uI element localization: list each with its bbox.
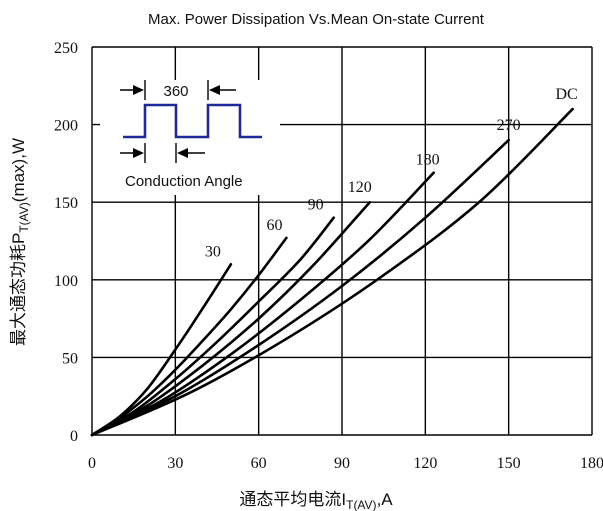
series-label-30: 30 [205,243,221,260]
series-curve-180 [90,171,435,437]
period-left-arrowhead [133,85,144,95]
y-axis-label-unit: (max),W [9,138,28,202]
series-label-120: 120 [348,179,372,196]
y-axis-label-main: 最大通态功耗P [9,233,28,346]
x-axis-label-sub: T(AV) [346,498,376,511]
period-right-arrowhead [209,85,220,95]
y-tick-label: 50 [62,350,78,367]
chart-title: Max. Power Dissipation Vs.Mean On-state … [148,11,485,28]
conduction-right-arrowhead [177,148,188,158]
series-label-90: 90 [308,197,324,214]
y-tick-label: 100 [54,273,78,290]
series-label-dc: DC [555,86,577,103]
square-wave [123,103,262,139]
series-curve-dc [90,107,574,437]
y-tick-label: 150 [54,195,78,212]
series-curves [90,107,574,437]
x-tick-label: 0 [88,455,96,472]
series-label-270: 270 [497,117,521,134]
series-label-60: 60 [266,217,282,234]
x-tick-label: 120 [413,455,437,472]
series-labels: 30 60 90 120 180 270 DC [205,86,578,260]
series-curve-120 [90,200,372,437]
x-tick-labels: 0 30 60 90 120 150 180 [88,455,603,472]
series-label-180: 180 [416,152,440,169]
y-axis-label: 最大通态功耗PT(AV)(max),W [9,138,31,346]
x-tick-label: 90 [334,455,350,472]
period-label: 360 [163,83,188,100]
y-axis-label-sub: T(AV) [17,202,31,232]
x-axis-label-unit: ,A [377,490,394,509]
x-axis-label: 通态平均电流IT(AV),A [239,490,393,511]
x-tick-label: 150 [497,455,521,472]
x-tick-label: 60 [251,455,267,472]
series-curve-270 [90,138,510,437]
y-tick-labels: 0 50 100 150 200 250 [54,40,78,445]
y-tick-label: 250 [54,40,78,57]
conduction-angle-caption: Conduction Angle [125,173,243,190]
conduction-left-arrowhead [133,148,144,158]
y-tick-label: 0 [70,428,78,445]
series-curve-90 [90,216,335,437]
x-axis-label-main: 通态平均电流I [239,490,346,509]
conduction-angle-inset: 360 Conduction Angle [100,80,280,195]
x-tick-label: 30 [167,455,183,472]
x-tick-label: 180 [580,455,603,472]
y-tick-label: 200 [54,118,78,135]
series-curve-60 [90,236,288,437]
